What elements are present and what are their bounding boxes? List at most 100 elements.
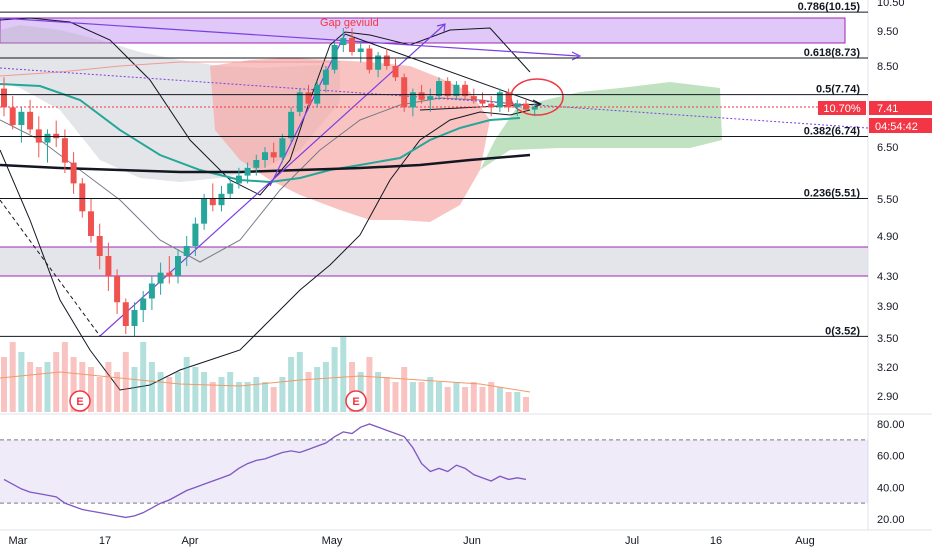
candle (349, 38, 355, 52)
candle (140, 298, 147, 310)
candle (305, 92, 312, 104)
price-tick-label: 4.30 (877, 271, 898, 283)
volume-bar (514, 392, 521, 412)
volume-bar (340, 337, 347, 412)
volume-bar (470, 382, 477, 412)
candle (70, 162, 77, 184)
trendline-arrowhead (436, 23, 446, 33)
candle (183, 246, 190, 256)
volume-bar (523, 397, 529, 412)
volume-bar (18, 352, 25, 412)
volume-bar (322, 362, 329, 412)
gap-annotation: Gap geviuld (320, 17, 379, 29)
time-tick-label: Mar (9, 535, 28, 547)
candle (244, 167, 251, 176)
volume-bar (436, 382, 442, 412)
time-tick-label: Apr (181, 535, 198, 547)
volume-bar (114, 372, 121, 412)
candle (488, 103, 495, 108)
volume-bar (209, 382, 216, 412)
candle (61, 138, 68, 163)
fib-level-label: 0.236(5.51) (804, 187, 861, 199)
candle (340, 38, 347, 45)
moving-average-teal (0, 83, 521, 184)
volume-bar (427, 377, 434, 412)
candle (253, 160, 260, 168)
trendline-arrowhead (571, 51, 582, 61)
price-tick-label: 9.50 (877, 26, 898, 38)
price-tick-label: 10.50 (877, 0, 905, 9)
volume-bar (392, 382, 399, 412)
volume-ma (0, 371, 531, 393)
candle (366, 48, 373, 70)
candle (122, 302, 129, 326)
candle (114, 276, 121, 303)
candle (218, 193, 225, 206)
volume-bar (305, 372, 312, 412)
volume-bar (175, 372, 181, 412)
time-tick-label: 16 (710, 535, 722, 547)
volume-bar (27, 362, 34, 412)
moving-average-black (0, 153, 531, 174)
volume-bar (296, 352, 303, 412)
rsi-tick-label: 20.00 (877, 514, 905, 526)
volume-bar (444, 387, 451, 412)
support-zone (0, 247, 868, 276)
last-price-badge: 10.70% 7.41 04:54:42 (818, 101, 932, 133)
fib-level-label: 0.786(10.15) (798, 1, 861, 13)
candle (470, 96, 477, 100)
candle (131, 310, 138, 326)
candle (505, 92, 512, 108)
candle (88, 211, 94, 236)
resistance-zone (0, 17, 846, 44)
last-price-value: 7.41 (877, 103, 898, 115)
candle (27, 111, 34, 130)
candle (1, 88, 7, 108)
volume-bar (70, 357, 77, 412)
candle (288, 111, 295, 139)
volume-bar (79, 362, 86, 412)
volume-bar (505, 392, 512, 412)
candle (79, 183, 86, 212)
volume-bar (35, 367, 42, 412)
dashed-trendline (0, 199, 101, 337)
candle (209, 199, 216, 206)
candle (270, 152, 277, 158)
earnings-marker[interactable]: E (345, 390, 367, 412)
candle (331, 45, 338, 70)
candle (148, 283, 155, 299)
volume-bar (88, 367, 94, 412)
earnings-marker[interactable]: E (69, 390, 91, 412)
candle (444, 81, 451, 97)
candle (453, 84, 460, 97)
price-tick-label: 3.20 (877, 362, 898, 374)
fib-level-label: 0.5(7.74) (816, 84, 860, 96)
price-tick-label: 3.50 (877, 333, 898, 345)
volume-bar (122, 352, 129, 412)
volume-bar (401, 367, 408, 412)
candle (175, 256, 181, 276)
volume-bar (479, 387, 486, 412)
price-tick-label: 3.90 (877, 301, 898, 313)
volume-bar (218, 377, 225, 412)
candle (227, 183, 234, 194)
candle (105, 256, 112, 276)
candle (392, 66, 399, 78)
candle (166, 272, 173, 276)
candle (322, 69, 329, 85)
candle (157, 272, 164, 284)
fib-level-label: 0.618(8.73) (804, 47, 861, 59)
volume-bar (53, 352, 60, 412)
volume-bar (314, 367, 321, 412)
candle (192, 223, 199, 246)
fib-level-label: 0(3.52) (825, 325, 860, 337)
candle (462, 84, 469, 97)
volume-bar (375, 372, 382, 412)
volume-bar (192, 367, 199, 412)
rsi-tick-label: 40.00 (877, 482, 905, 494)
candle (409, 92, 416, 108)
volume-bar (262, 382, 268, 412)
fib-level-label: 0.382(6.74) (804, 125, 861, 137)
